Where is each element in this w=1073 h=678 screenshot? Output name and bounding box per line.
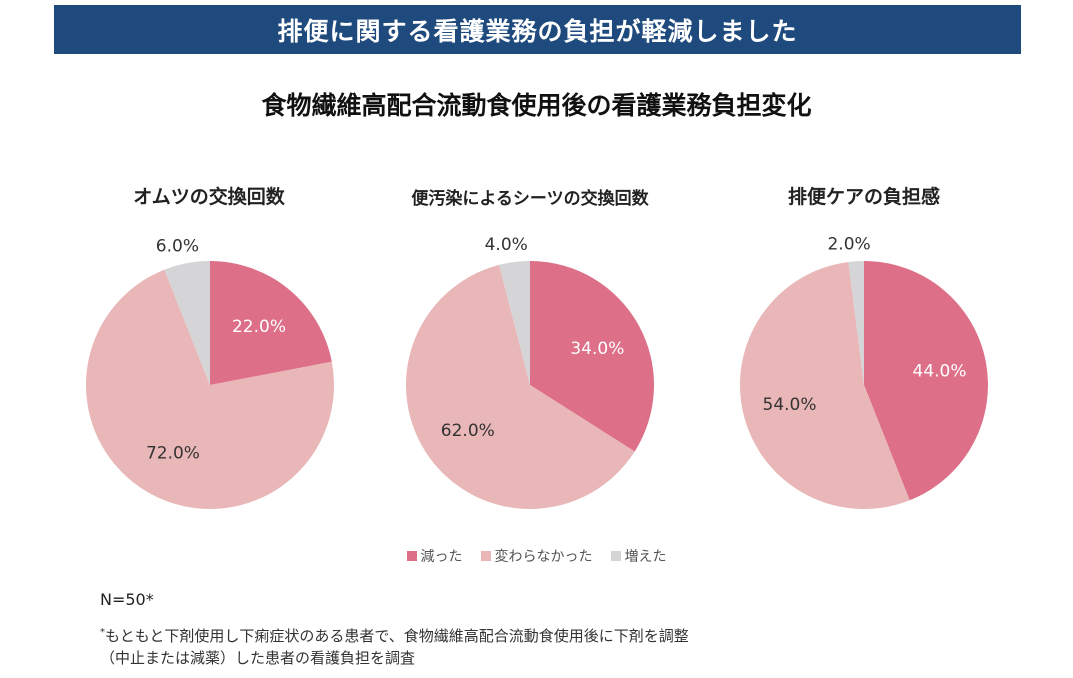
legend-label-decreased: 減った (420, 549, 463, 565)
footnote-line-1: *もともと下剤使用し下痢症状のある患者で、食物繊維高配合流動食使用後に下剤を調整 (100, 622, 689, 647)
footnote-mark: * (100, 627, 105, 638)
legend-swatch-increased (610, 551, 621, 561)
pie-slice-increased (499, 261, 530, 385)
pie-slice-unchanged (85, 269, 334, 509)
legend-swatch-unchanged (480, 551, 491, 561)
pie-data-label-increased: 2.0% (827, 234, 870, 254)
pie-data-label-decreased: 44.0% (913, 362, 967, 382)
pie-data-label-decreased: 34.0% (570, 339, 624, 359)
pie-slice-unchanged (739, 261, 910, 510)
footnote: *もともと下剤使用し下痢症状のある患者で、食物繊維高配合流動食使用後に下剤を調整… (100, 622, 689, 669)
pie-slice-unchanged (405, 264, 635, 509)
page-banner: 排便に関する看護業務の負担が軽減しました (54, 5, 1021, 54)
pie-slice-decreased (210, 261, 332, 385)
pie-data-label-decreased: 22.0% (232, 317, 286, 337)
pie-data-label-unchanged: 54.0% (763, 395, 817, 415)
sample-size-note: N=50* (100, 590, 154, 609)
pie-data-label-increased: 4.0% (485, 235, 528, 255)
legend-swatch-decreased (406, 551, 417, 561)
banner-text: 排便に関する看護業務の負担が軽減しました (277, 16, 798, 46)
legend-label-unchanged: 変わらなかった (494, 549, 593, 565)
pie-chart-sheets: 34.0% 62.0% 4.0% (405, 235, 654, 509)
pie-data-label-unchanged: 72.0% (146, 443, 200, 463)
pie-slice-increased (848, 261, 864, 385)
legend-item-unchanged: 変わらなかった (480, 546, 593, 566)
pie-chart-diaper: 22.0% 72.0% 6.0% (85, 237, 334, 509)
main-title: 食物繊維高配合流動食使用後の看護業務負担変化 (261, 91, 812, 120)
chart-title-sheets: 便汚染によるシーツの交換回数 (411, 189, 649, 209)
chart-title-burden: 排便ケアの負担感 (787, 186, 940, 208)
pie-slice-increased (164, 261, 210, 385)
legend-item-decreased: 減った (406, 546, 463, 566)
chart-legend: 減った 変わらなかった 増えた (0, 546, 1073, 566)
pie-slice-decreased (530, 261, 654, 452)
pie-data-label-increased: 6.0% (156, 237, 199, 257)
legend-item-increased: 増えた (610, 546, 667, 566)
legend-label-increased: 増えた (624, 549, 667, 565)
footnote-text-1: もともと下剤使用し下痢症状のある患者で、食物繊維高配合流動食使用後に下剤を調整 (105, 627, 689, 645)
pie-chart-burden: 44.0% 54.0% 2.0% (739, 234, 988, 510)
pie-data-label-unchanged: 62.0% (441, 421, 495, 441)
chart-title-diaper: オムツの交換回数 (133, 186, 285, 208)
pie-slice-decreased (864, 261, 988, 501)
footnote-line-2: （中止または減薬）した患者の看護負担を調査 (100, 649, 416, 667)
